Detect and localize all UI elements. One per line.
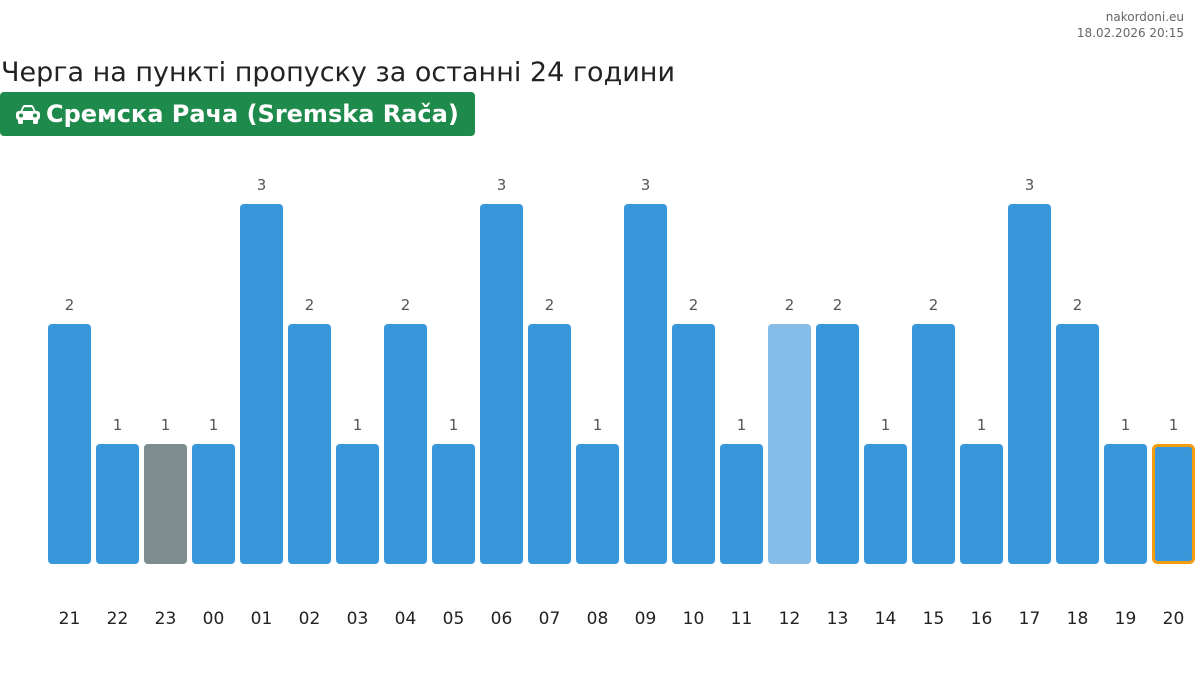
bar-22 xyxy=(96,444,139,564)
source-info: nakordoni.eu 18.02.2026 20:15 xyxy=(1077,9,1184,41)
bar-04 xyxy=(384,324,427,564)
bar-12 xyxy=(768,324,811,564)
x-tick-label-07: 07 xyxy=(539,609,561,629)
value-label-14: 1 xyxy=(881,416,891,434)
value-label-05: 1 xyxy=(449,416,459,434)
value-label-22: 1 xyxy=(113,416,123,434)
x-tick-label-21: 21 xyxy=(59,609,81,629)
value-label-07: 2 xyxy=(545,296,555,314)
x-tick-label-08: 08 xyxy=(587,609,609,629)
checkpoint-badge: Сремска Рача (Sremska Rača) xyxy=(0,92,475,136)
value-label-10: 2 xyxy=(689,296,699,314)
bar-08 xyxy=(576,444,619,564)
bar-21 xyxy=(48,324,91,564)
bar-07 xyxy=(528,324,571,564)
x-tick-label-16: 16 xyxy=(971,609,993,629)
value-label-04: 2 xyxy=(401,296,411,314)
value-label-13: 2 xyxy=(833,296,843,314)
x-tick-label-18: 18 xyxy=(1067,609,1089,629)
x-tick-label-19: 19 xyxy=(1115,609,1137,629)
x-tick-label-09: 09 xyxy=(635,609,657,629)
value-label-19: 1 xyxy=(1121,416,1131,434)
bar-23 xyxy=(144,444,187,564)
bar-18 xyxy=(1056,324,1099,564)
value-label-02: 2 xyxy=(305,296,315,314)
x-tick-label-00: 00 xyxy=(203,609,225,629)
bar-20 xyxy=(1152,444,1195,564)
x-tick-label-02: 02 xyxy=(299,609,321,629)
bar-11 xyxy=(720,444,763,564)
x-tick-label-11: 11 xyxy=(731,609,753,629)
x-tick-label-06: 06 xyxy=(491,609,513,629)
x-tick-label-01: 01 xyxy=(251,609,273,629)
value-label-03: 1 xyxy=(353,416,363,434)
x-tick-label-13: 13 xyxy=(827,609,849,629)
bar-16 xyxy=(960,444,1003,564)
bar-03 xyxy=(336,444,379,564)
bar-17 xyxy=(1008,204,1051,564)
bar-06 xyxy=(480,204,523,564)
x-tick-label-04: 04 xyxy=(395,609,417,629)
bar-14 xyxy=(864,444,907,564)
checkpoint-name: Сремска Рача (Sremska Rača) xyxy=(46,100,459,128)
bar-15 xyxy=(912,324,955,564)
x-tick-label-05: 05 xyxy=(443,609,465,629)
bar-13 xyxy=(816,324,859,564)
x-tick-label-12: 12 xyxy=(779,609,801,629)
x-tick-label-03: 03 xyxy=(347,609,369,629)
x-tick-label-10: 10 xyxy=(683,609,705,629)
x-tick-label-17: 17 xyxy=(1019,609,1041,629)
value-label-01: 3 xyxy=(257,176,267,194)
bar-19 xyxy=(1104,444,1147,564)
value-label-18: 2 xyxy=(1073,296,1083,314)
source-site: nakordoni.eu xyxy=(1105,10,1184,24)
value-label-09: 3 xyxy=(641,176,651,194)
value-label-23: 1 xyxy=(161,416,171,434)
x-tick-label-23: 23 xyxy=(155,609,177,629)
value-label-16: 1 xyxy=(977,416,987,434)
x-tick-label-22: 22 xyxy=(107,609,129,629)
page-title: Черга на пункті пропуску за останні 24 г… xyxy=(1,57,675,88)
bar-09 xyxy=(624,204,667,564)
x-tick-label-14: 14 xyxy=(875,609,897,629)
value-label-17: 3 xyxy=(1025,176,1035,194)
bar-00 xyxy=(192,444,235,564)
x-tick-label-20: 20 xyxy=(1163,609,1185,629)
bar-02 xyxy=(288,324,331,564)
bar-01 xyxy=(240,204,283,564)
value-label-21: 2 xyxy=(65,296,75,314)
value-label-20: 1 xyxy=(1169,416,1179,434)
value-label-12: 2 xyxy=(785,296,795,314)
value-label-00: 1 xyxy=(209,416,219,434)
source-timestamp: 18.02.2026 20:15 xyxy=(1076,26,1184,40)
value-label-11: 1 xyxy=(737,416,747,434)
bar-05 xyxy=(432,444,475,564)
x-tick-label-15: 15 xyxy=(923,609,945,629)
bar-10 xyxy=(672,324,715,564)
value-label-08: 1 xyxy=(593,416,603,434)
car-icon xyxy=(14,102,42,126)
value-label-15: 2 xyxy=(929,296,939,314)
value-label-06: 3 xyxy=(497,176,507,194)
